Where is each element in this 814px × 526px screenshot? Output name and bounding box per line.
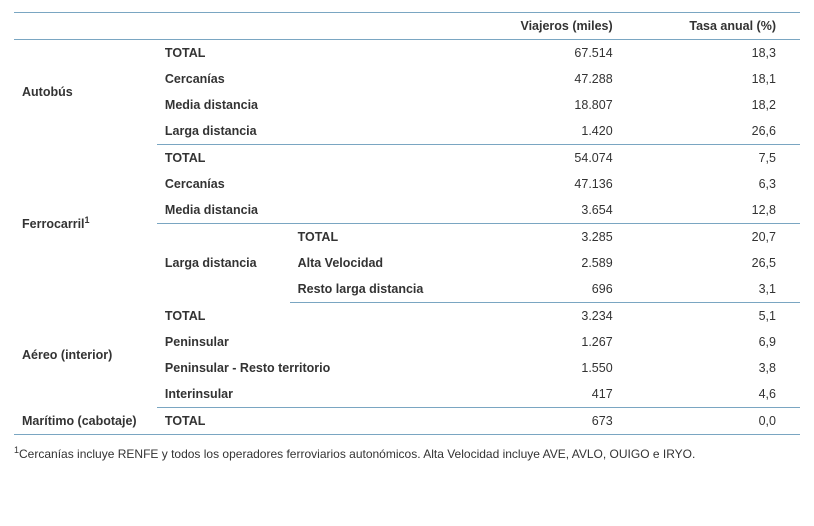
cell-tasa: 6,9 [637, 329, 800, 355]
row-label: Peninsular - Resto territorio [157, 355, 463, 381]
row-label: Cercanías [157, 171, 463, 197]
footnote: 1Cercanías incluye RENFE y todos los ope… [14, 445, 800, 461]
row-label: TOTAL [157, 303, 463, 330]
cell-tasa: 20,7 [637, 224, 800, 251]
cell-viajeros: 417 [463, 381, 637, 408]
row-label: TOTAL [290, 224, 464, 251]
cell-tasa: 12,8 [637, 197, 800, 224]
cell-tasa: 26,6 [637, 118, 800, 145]
cell-viajeros: 47.288 [463, 66, 637, 92]
header-blank-1 [14, 13, 157, 40]
cell-viajeros: 1.420 [463, 118, 637, 145]
row-label: Cercanías [157, 66, 463, 92]
cell-viajeros: 2.589 [463, 250, 637, 276]
row-label: TOTAL [157, 145, 463, 172]
cell-tasa: 3,1 [637, 276, 800, 303]
cell-tasa: 0,0 [637, 408, 800, 435]
table-row: Marítimo (cabotaje) TOTAL 673 0,0 [14, 408, 800, 435]
section-name: Marítimo (cabotaje) [14, 408, 157, 435]
row-label: Resto larga distancia [290, 276, 464, 303]
cell-tasa: 3,8 [637, 355, 800, 381]
subgroup-label: Larga distancia [157, 224, 290, 303]
table-header-row: Viajeros (miles) Tasa anual (%) [14, 13, 800, 40]
table-row: Ferrocarril1 TOTAL 54.074 7,5 [14, 145, 800, 172]
cell-viajeros: 3.654 [463, 197, 637, 224]
row-label: Larga distancia [157, 118, 463, 145]
table-row: Aéreo (interior) TOTAL 3.234 5,1 [14, 303, 800, 330]
cell-tasa: 4,6 [637, 381, 800, 408]
table-row: Autobús TOTAL 67.514 18,3 [14, 40, 800, 67]
header-blank-3 [290, 13, 464, 40]
footnote-text: Cercanías incluye RENFE y todos los oper… [19, 447, 695, 461]
header-viajeros: Viajeros (miles) [463, 13, 637, 40]
cell-viajeros: 1.550 [463, 355, 637, 381]
cell-tasa: 18,3 [637, 40, 800, 67]
section-name: Ferrocarril1 [14, 145, 157, 303]
row-label: Alta Velocidad [290, 250, 464, 276]
cell-viajeros: 3.285 [463, 224, 637, 251]
cell-viajeros: 67.514 [463, 40, 637, 67]
section-name: Autobús [14, 40, 157, 145]
row-label: TOTAL [157, 40, 463, 67]
cell-tasa: 5,1 [637, 303, 800, 330]
row-label: Media distancia [157, 197, 463, 224]
header-tasa: Tasa anual (%) [637, 13, 800, 40]
section-text: Ferrocarril [22, 218, 85, 232]
row-label: Media distancia [157, 92, 463, 118]
row-label: Interinsular [157, 381, 463, 408]
cell-viajeros: 673 [463, 408, 637, 435]
cell-viajeros: 18.807 [463, 92, 637, 118]
cell-viajeros: 54.074 [463, 145, 637, 172]
cell-tasa: 18,1 [637, 66, 800, 92]
cell-viajeros: 3.234 [463, 303, 637, 330]
cell-viajeros: 1.267 [463, 329, 637, 355]
header-blank-2 [157, 13, 290, 40]
footnote-marker: 1 [85, 215, 90, 225]
cell-tasa: 26,5 [637, 250, 800, 276]
section-name: Aéreo (interior) [14, 303, 157, 408]
transport-table: Viajeros (miles) Tasa anual (%) Autobús … [14, 12, 800, 435]
cell-tasa: 7,5 [637, 145, 800, 172]
cell-viajeros: 696 [463, 276, 637, 303]
cell-tasa: 18,2 [637, 92, 800, 118]
cell-tasa: 6,3 [637, 171, 800, 197]
row-label: TOTAL [157, 408, 463, 435]
cell-viajeros: 47.136 [463, 171, 637, 197]
row-label: Peninsular [157, 329, 463, 355]
